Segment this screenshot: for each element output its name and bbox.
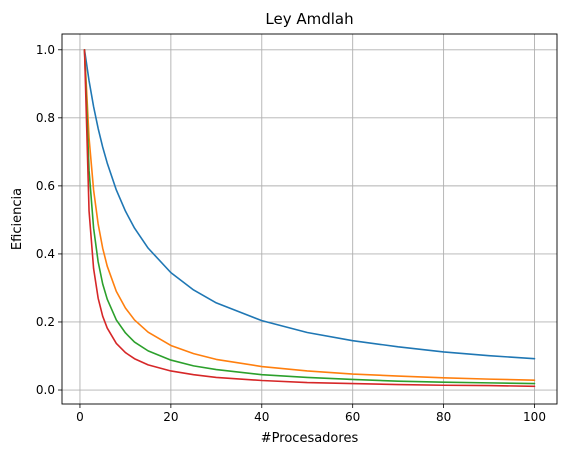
grid bbox=[62, 34, 557, 404]
y-tick-label: 0.2 bbox=[36, 315, 55, 329]
series-line-2 bbox=[83, 48, 536, 381]
y-tick-label: 1.0 bbox=[36, 43, 55, 57]
plot-frame bbox=[61, 33, 558, 405]
x-axis-label: #Procesadores bbox=[261, 431, 359, 446]
y-tick-label: 0.6 bbox=[36, 179, 55, 193]
x-tick-label: 80 bbox=[436, 410, 451, 424]
y-tick-label: 0.4 bbox=[36, 247, 55, 261]
series-line-1 bbox=[83, 48, 536, 360]
series-line-3 bbox=[83, 48, 536, 385]
x-tick-label: 40 bbox=[254, 410, 269, 424]
y-tick-label: 0.0 bbox=[36, 383, 55, 397]
x-tick-label: 60 bbox=[345, 410, 360, 424]
ticks: 0 20 40 60 80 100 0.0 0.2 0.4 0.6 0.8 1.0 bbox=[36, 43, 546, 424]
y-axis-label: Eficiencia bbox=[10, 188, 25, 250]
y-tick-label: 0.8 bbox=[36, 111, 55, 125]
x-tick-label: 100 bbox=[523, 410, 546, 424]
series-line-4 bbox=[83, 48, 536, 388]
x-tick-label: 0 bbox=[76, 410, 84, 424]
chart-title: Ley Amdlah bbox=[265, 10, 353, 28]
series-group bbox=[83, 48, 536, 388]
x-tick-label: 20 bbox=[163, 410, 178, 424]
